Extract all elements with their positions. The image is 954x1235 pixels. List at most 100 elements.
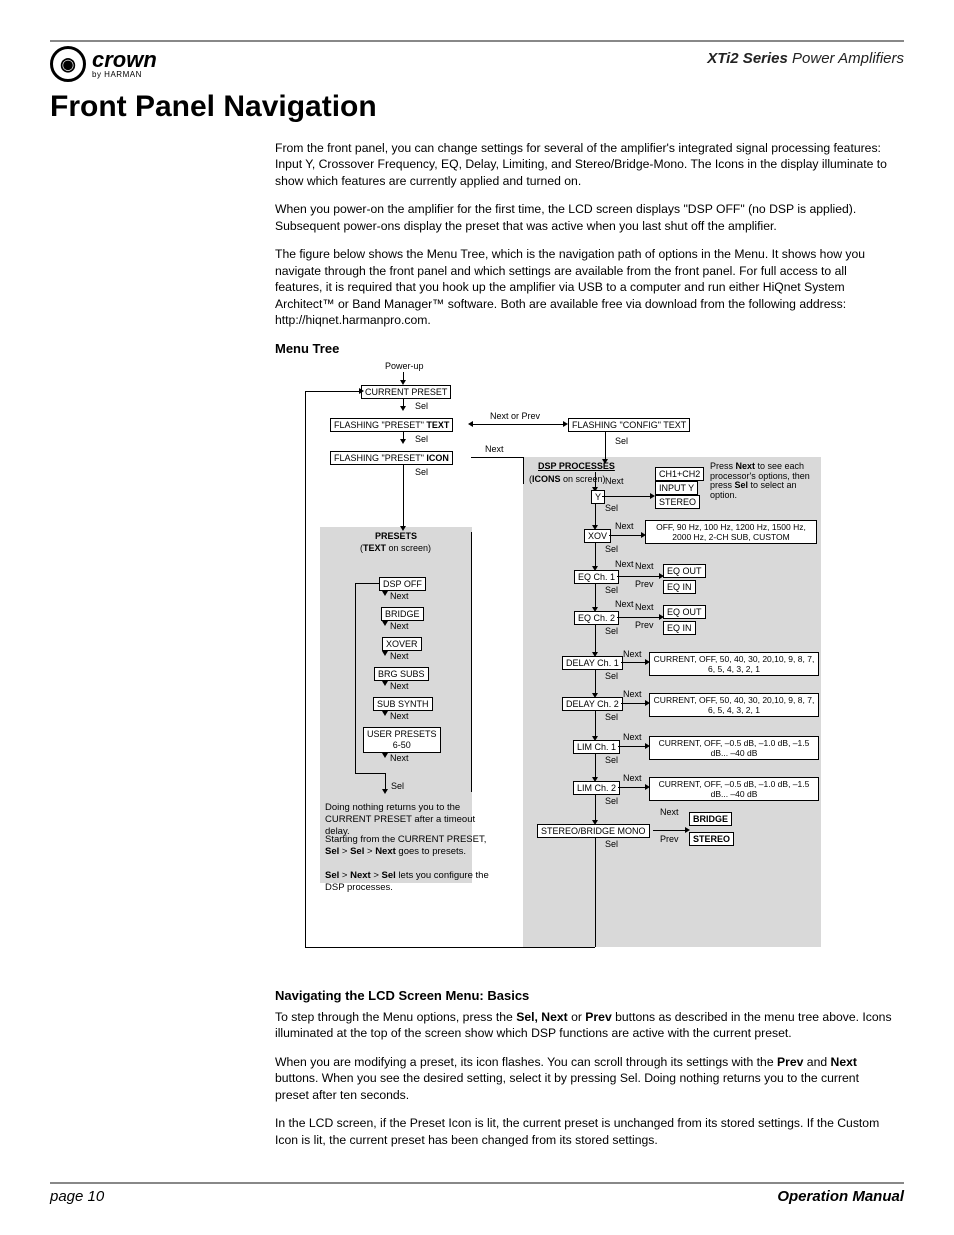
next-label: Next [615,560,634,570]
logo-sub: by HARMAN [92,71,157,79]
logo-icon: ◉ [50,46,86,82]
lim-opts1: CURRENT, OFF, –0.5 dB, –1.0 dB, –1.5 dB.… [649,736,819,760]
next-label: Next [390,622,409,632]
arrowhead [359,388,364,394]
arrow [595,542,596,568]
header: ◉ crown by HARMAN XTi2 Series Power Ampl… [50,46,904,82]
arrowhead [400,526,406,531]
sel-label: Sel [605,840,618,850]
arrow [618,746,647,747]
sel-label: Sel [605,713,618,723]
ch1ch2-node: CH1+CH2 [655,467,704,481]
flash-config-node: FLASHING "CONFIG" TEXT [568,418,690,432]
stereo-opt: STEREO [689,832,734,846]
limch1-node: LIM Ch. 1 [573,740,620,754]
intro-p2: When you power-on the amplifier for the … [275,201,894,234]
presets-head: PRESETS [375,532,417,542]
arrowhead [400,406,406,411]
next-label: Next [390,652,409,662]
arrow [595,583,596,609]
presets-sub: (TEXT on screen) [360,544,431,554]
xov-opts: OFF, 90 Hz, 100 Hz, 1200 Hz, 1500 Hz, 20… [645,520,817,544]
page-number: page 10 [50,1188,104,1205]
bridge-opt: BRIDGE [689,812,732,826]
arrowhead [382,591,388,596]
prev-label: Prev [635,580,654,590]
next-label: Next [390,754,409,764]
next-label: Next [485,445,504,455]
arrow [621,703,647,704]
y-node: Y [591,490,605,504]
sel-label: Sel [605,586,618,596]
arrow [523,457,524,484]
sbm-node: STEREO/BRIDGE MONO [537,824,650,838]
user-presets-node: USER PRESETS6-50 [363,727,441,753]
footer-manual: Operation Manual [777,1188,904,1205]
delay-opts1: CURRENT, OFF, 50, 40, 30, 20,10, 9, 8, 7… [649,652,819,676]
intro-p1: From the front panel, you can change set… [275,140,894,189]
arrow [471,457,523,458]
arrow [595,503,596,527]
arrow [595,669,596,695]
nav-p3: In the LCD screen, if the Preset Icon is… [275,1115,894,1148]
delaych1-node: DELAY Ch. 1 [562,656,623,670]
arrowhead [382,651,388,656]
next-label: Next [623,774,642,784]
arrow [305,391,306,947]
arrowhead [382,681,388,686]
next-label: Next [623,733,642,743]
arrow [605,431,606,461]
arrow [617,617,661,618]
nav-p2: When you are modifying a preset, its ico… [275,1054,894,1103]
arrowhead [382,789,388,794]
arrow [653,830,687,831]
eqch1-node: EQ Ch. 1 [574,570,619,584]
bridge-node: BRIDGE [381,607,424,621]
arrow [355,583,356,773]
sel-label: Sel [605,504,618,514]
arrowhead [382,711,388,716]
bottom-note-3: Sel > Next > Sel lets you configure the … [325,870,495,895]
arrow [595,794,596,822]
sel-label: Sel [605,756,618,766]
arrow [617,576,661,577]
logo-brand: crown [92,49,157,71]
arrow [471,532,472,792]
arrowhead [400,439,406,444]
eqin-node: EQ IN [663,580,696,594]
eqout-node2: EQ OUT [663,605,706,619]
current-preset-node: CURRENT PRESET [361,385,451,399]
arrow [403,464,404,528]
prev-label: Prev [660,835,679,845]
next-label: Next [390,712,409,722]
next-label: Next [623,690,642,700]
prev-label: Prev [635,621,654,631]
arrow [595,710,596,738]
inputy-node: INPUT Y [655,481,698,495]
sel-label: Sel [415,468,428,478]
limch2-node: LIM Ch. 2 [573,781,620,795]
arrowhead [382,753,388,758]
press-next-note: Press Next to see each processor's optio… [710,462,818,502]
arrow [609,535,643,536]
next-label: Next [615,522,634,532]
header-product: XTi2 Series Power Amplifiers [707,50,904,67]
next-label: Next [390,592,409,602]
intro-p3: The figure below shows the Menu Tree, wh… [275,246,894,328]
eqin-node2: EQ IN [663,621,696,635]
page-title: Front Panel Navigation [50,90,904,124]
next-label: Next [615,600,634,610]
sub-synth-node: SUB SYNTH [373,697,433,711]
top-rule [50,40,904,42]
lim-opts2: CURRENT, OFF, –0.5 dB, –1.0 dB, –1.5 dB.… [649,777,819,801]
arrow [355,583,379,584]
sel-label: Sel [605,672,618,682]
next-label: Next [660,808,679,818]
nav-p1: To step through the Menu options, press … [275,1009,894,1042]
arrow [595,837,596,947]
sel-label: Sel [605,545,618,555]
next-label: Next [635,562,654,572]
stereo-node: STEREO [655,495,700,509]
arrow [602,496,652,497]
arrowhead [468,421,473,427]
